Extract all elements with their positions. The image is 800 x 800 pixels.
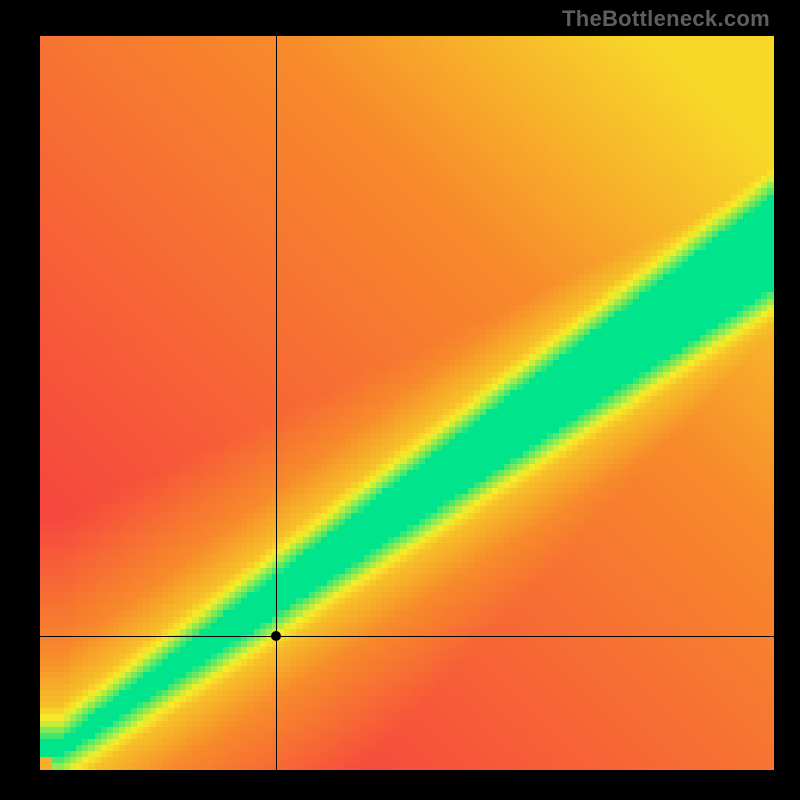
heatmap-plot [40,36,774,770]
crosshair-vertical [276,36,277,770]
watermark-text: TheBottleneck.com [562,6,770,32]
heatmap-canvas [40,36,774,770]
crosshair-horizontal [40,636,774,637]
crosshair-dot [271,631,281,641]
